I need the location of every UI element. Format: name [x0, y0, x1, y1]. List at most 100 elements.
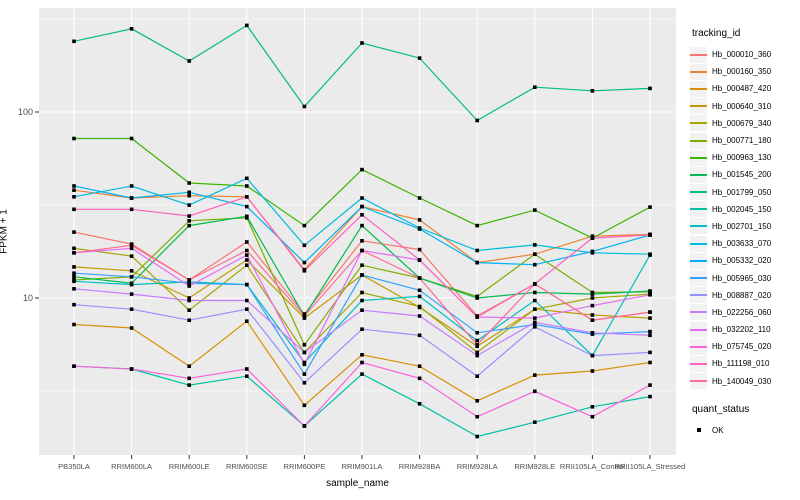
legend-item-label: Hb_000160_350 — [712, 67, 772, 77]
legend-key-swatch — [690, 270, 707, 287]
data-point — [245, 195, 249, 199]
data-point — [187, 59, 191, 63]
data-point — [533, 316, 537, 320]
data-point — [129, 269, 134, 273]
data-point — [417, 288, 422, 293]
data-point — [590, 369, 595, 373]
data-point — [590, 313, 595, 317]
data-point — [245, 204, 249, 209]
data-point — [187, 318, 191, 322]
legend-title-tracking-id: tracking_id — [692, 28, 741, 39]
legend-key-swatch — [690, 115, 707, 132]
legend-item: Hb_008887_020 — [690, 287, 800, 304]
data-point — [533, 389, 537, 394]
data-point — [245, 248, 249, 253]
data-point — [72, 364, 76, 368]
data-point — [302, 104, 307, 109]
legend-line-icon — [690, 105, 707, 108]
legend-item: Hb_022256_060 — [690, 304, 800, 321]
data-point — [590, 89, 595, 93]
legend-line-icon — [690, 173, 707, 176]
data-point — [648, 233, 652, 237]
data-point — [302, 362, 307, 367]
legend-item: Hb_005332_020 — [690, 252, 800, 269]
legend-line-icon — [690, 87, 707, 90]
data-point — [648, 289, 652, 293]
legend-key-swatch — [690, 304, 707, 321]
data-point — [648, 310, 652, 314]
data-point — [187, 214, 191, 218]
data-point — [187, 193, 191, 198]
y-tick-label: 10 — [23, 293, 33, 303]
data-point — [533, 252, 537, 256]
data-point — [187, 278, 191, 282]
legend-item: Hb_000963_130 — [690, 149, 800, 166]
data-point — [72, 322, 76, 327]
data-point — [187, 281, 191, 286]
legend-item-label: Hb_075745_020 — [712, 342, 772, 352]
data-point — [475, 434, 479, 439]
data-point — [72, 275, 76, 279]
legend-item-label: Hb_001545_200 — [712, 170, 772, 180]
legend-item: Hb_000679_340 — [690, 115, 800, 132]
legend-item: Hb_032202_110 — [690, 321, 800, 338]
legend-line-icon — [690, 225, 707, 228]
legend-items-tracking-id: Hb_000010_360 Hb_000160_350 Hb_000487_420 H… — [690, 46, 800, 390]
data-point — [302, 350, 307, 355]
legend-line-icon — [690, 362, 707, 365]
data-point — [360, 204, 364, 209]
data-point — [72, 207, 76, 212]
data-point — [187, 308, 191, 312]
data-point — [590, 236, 595, 240]
data-point — [129, 243, 134, 248]
legend-line-icon — [690, 191, 707, 194]
data-point — [648, 350, 652, 355]
data-point — [417, 294, 422, 299]
data-point — [72, 251, 76, 255]
legend-line-icon — [690, 208, 707, 211]
legend-item-label: Hb_000010_360 — [712, 50, 772, 60]
legend-item: Hb_000160_350 — [690, 63, 800, 80]
data-point — [590, 292, 595, 296]
data-point — [302, 260, 307, 265]
legend-item-label: Hb_008887_020 — [712, 290, 772, 300]
legend-key-swatch — [690, 184, 707, 201]
legend-item: Hb_000487_420 — [690, 80, 800, 97]
data-point — [302, 372, 307, 376]
data-point — [187, 376, 191, 381]
legend-key-swatch — [690, 373, 707, 390]
legend-item: Hb_000640_310 — [690, 98, 800, 115]
data-point — [648, 383, 652, 387]
y-axis-title: FPKM + 1 — [0, 209, 10, 254]
data-point — [648, 205, 652, 209]
legend-key-swatch — [690, 218, 707, 235]
data-point — [302, 424, 307, 428]
data-point — [417, 258, 422, 262]
data-point — [475, 353, 479, 358]
x-tick-label: RRIM600LA — [111, 462, 152, 471]
data-point — [360, 213, 364, 217]
legend-line-icon — [690, 242, 707, 245]
data-point — [302, 343, 307, 347]
x-tick-label: RRII105LA_Control — [560, 462, 625, 471]
data-point — [475, 374, 479, 378]
data-point — [417, 276, 422, 280]
data-point — [475, 338, 479, 343]
data-point — [648, 86, 652, 91]
legend-line-icon — [690, 311, 707, 314]
data-point — [590, 353, 595, 358]
data-point — [187, 181, 191, 185]
legend-line-icon — [690, 294, 707, 297]
legend-item: Hb_111198_010 — [690, 355, 800, 372]
data-point — [417, 196, 422, 200]
data-point — [129, 196, 134, 200]
data-point — [360, 41, 364, 45]
data-point — [360, 273, 364, 277]
data-point — [475, 331, 479, 335]
data-point — [72, 287, 76, 291]
data-point — [648, 394, 652, 399]
x-tick-label: RRII105LA_Stressed — [615, 462, 685, 471]
data-point — [533, 85, 537, 89]
legend-item: Hb_140049_030 — [690, 373, 800, 390]
data-point — [129, 282, 134, 287]
